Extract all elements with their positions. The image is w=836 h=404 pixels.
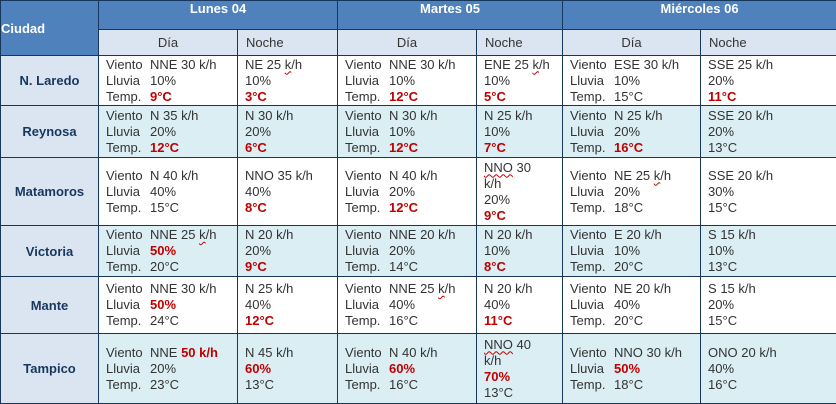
period-day-header: Día [338,30,477,56]
forecast-cell: N 45 k/h 60% 13°C [238,334,338,404]
period-night-header: Noche [477,30,563,56]
city-name: N. Laredo [1,56,99,106]
period-night-header: Noche [701,30,836,56]
forecast-cell: SSE 25 k/h 20% 11°C [701,56,836,106]
city-name: Victoria [1,226,99,277]
city-name: Reynosa [1,106,99,158]
forecast-cell: NE 25 k/h 10% 3°C [238,56,338,106]
day-header-tuesday: Martes 05 [338,1,563,30]
city-name: Tampico [1,334,99,404]
forecast-cell: NNO 35 k/h 40% 8°C [238,158,338,226]
city-name: Matamoros [1,158,99,226]
day-header-wednesday: Miércoles 06 [563,1,836,30]
day-header-monday: Lunes 04 [99,1,338,30]
forecast-cell: SSE 20 k/h 20% 13°C [701,106,836,158]
forecast-cell: N 20 k/h 20% 9°C [238,226,338,277]
city-name: Mante [1,277,99,334]
period-day-header: Día [99,30,238,56]
forecast-cell: NNO 30 k/h 20% 9°C [477,158,563,226]
forecast-cell: N 25 k/h 40% 12°C [238,277,338,334]
forecast-cell: SSE 20 k/h 30% 15°C [701,158,836,226]
forecast-cell: N 25 k/h 10% 7°C [477,106,563,158]
forecast-cell: N 30 k/h 20% 6°C [238,106,338,158]
forecast-cell: ONO 20 k/h 40% 16°C [701,334,836,404]
period-day-header: Día [563,30,701,56]
forecast-cell: NNO 40 k/h 70% 13°C [477,334,563,404]
forecast-cell: S 15 k/h 10% 13°C [701,226,836,277]
forecast-cell: ENE 25 k/h 10% 5°C [477,56,563,106]
city-column-header: Ciudad [1,1,99,56]
forecast-cell: N 20 k/h 10% 8°C [477,226,563,277]
forecast-cell: N 20 k/h 40% 11°C [477,277,563,334]
forecast-cell: S 15 k/h 20% 15°C [701,277,836,334]
period-night-header: Noche [238,30,338,56]
